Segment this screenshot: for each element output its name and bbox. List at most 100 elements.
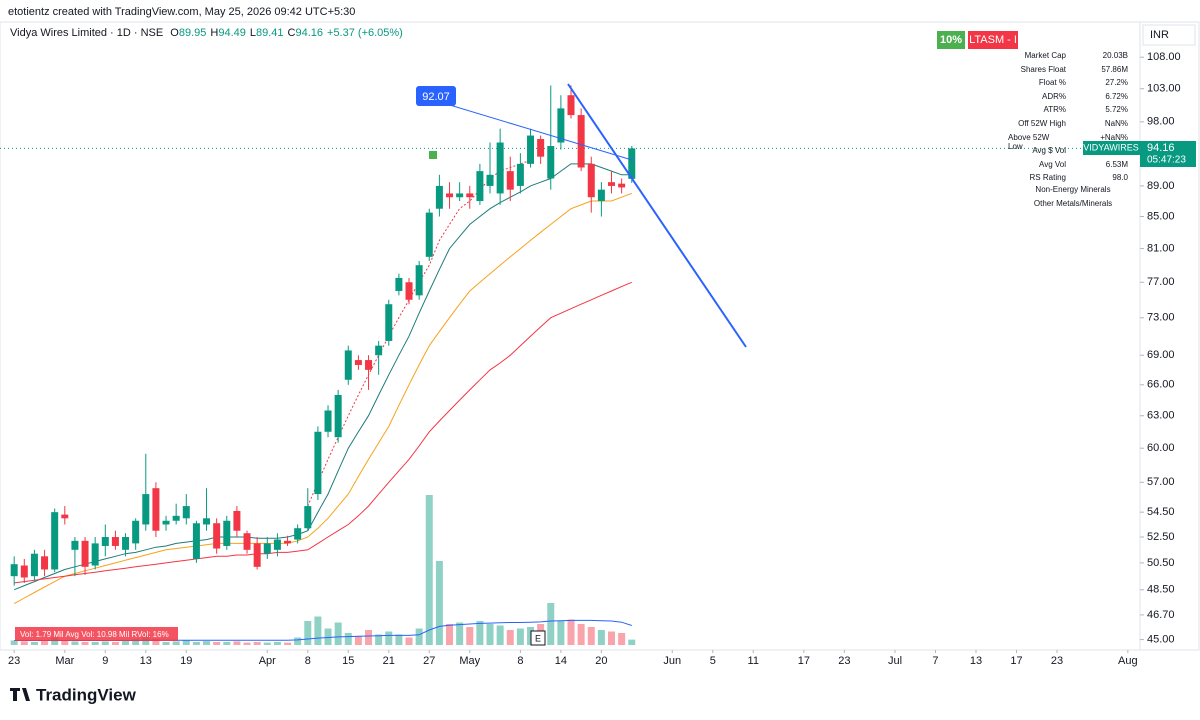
candle-body	[172, 515, 180, 521]
stat-label: RS Rating	[1029, 173, 1066, 183]
candle-body	[385, 304, 393, 341]
stat-row: Avg $ Vol	[1008, 146, 1128, 158]
volume-bar	[506, 630, 514, 645]
x-tick-label: 23	[1051, 655, 1063, 667]
candle-body	[577, 115, 585, 168]
candle-body	[456, 193, 464, 198]
volume-bar	[618, 633, 626, 645]
x-tick-label: 19	[180, 655, 192, 667]
volume-bar	[111, 642, 119, 645]
volume-bar	[203, 641, 211, 645]
candle-body	[476, 171, 484, 202]
candle-body	[243, 533, 251, 550]
volume-bar	[324, 628, 332, 645]
y-tick-label: 73.00	[1147, 312, 1175, 324]
x-tick-label: 5	[710, 655, 716, 667]
y-tick-label: 89.00	[1147, 180, 1175, 192]
badge	[968, 31, 1018, 49]
volume-bar	[263, 642, 271, 645]
candle-body	[365, 360, 373, 370]
volume-bar	[354, 636, 362, 645]
candle-body	[324, 410, 332, 432]
candle-body	[587, 163, 595, 198]
volume-bar	[304, 621, 312, 645]
candle-body	[486, 174, 494, 186]
volume-bar	[101, 641, 109, 645]
volume-bar	[547, 603, 555, 645]
volume-bar	[577, 624, 585, 645]
candle-body	[284, 540, 292, 544]
stat-value: +NaN%	[1100, 132, 1128, 142]
volume-bar	[456, 622, 464, 645]
x-tick-label: 21	[383, 655, 395, 667]
x-tick-label: 15	[342, 655, 354, 667]
candle-body	[425, 212, 433, 257]
candle-body	[435, 185, 443, 209]
x-tick-label: Mar	[55, 655, 74, 667]
candle-body	[628, 148, 636, 179]
x-tick-label: 9	[102, 655, 108, 667]
candle-body	[223, 520, 231, 546]
volume-bar	[273, 642, 281, 645]
candle-body	[608, 182, 616, 186]
candle-body	[71, 540, 79, 550]
candle-body	[415, 265, 423, 296]
volume-bar	[385, 631, 393, 645]
stat-label: Market Cap	[1024, 51, 1066, 60]
stat-label: Above 52W Low	[1008, 132, 1050, 151]
badge-label: LTASM - I	[969, 34, 1017, 46]
moving-average	[14, 281, 632, 584]
x-tick-label: Aug	[1118, 655, 1138, 667]
candle-body	[405, 282, 413, 300]
currency-box	[1142, 24, 1196, 46]
y-tick-label: 52.50	[1147, 531, 1175, 543]
volume-bar	[415, 628, 423, 645]
x-tick-label: May	[459, 655, 480, 667]
y-tick-label: 57.00	[1147, 476, 1175, 488]
volume-bar	[10, 640, 18, 645]
candle-body	[375, 345, 383, 356]
stat-label: ADR%	[1041, 91, 1066, 101]
volume-bar	[41, 641, 49, 645]
volume-bar	[192, 642, 200, 645]
y-tick-label: 81.00	[1147, 242, 1175, 254]
moving-average	[307, 159, 531, 507]
trend-line	[567, 83, 747, 348]
y-tick-label: 48.50	[1147, 584, 1175, 596]
moving-average	[13, 192, 632, 605]
volume-bar	[486, 624, 494, 645]
ohlc-value: 89.95	[178, 27, 207, 39]
stat-value: 6.53M	[1105, 159, 1128, 169]
x-tick-label: 27	[423, 655, 435, 667]
candle-body	[152, 488, 160, 531]
volume-bar	[91, 642, 99, 645]
x-tick-label: 14	[555, 655, 567, 667]
volume-bar	[516, 628, 524, 645]
badge	[937, 31, 965, 49]
y-tick-label: 77.00	[1147, 276, 1175, 288]
volume-bar	[446, 624, 454, 645]
signal-marker	[429, 151, 437, 159]
volume-bar	[223, 642, 231, 645]
candle-body	[304, 506, 312, 529]
stat-label: Shares Float	[1020, 64, 1066, 74]
ohlc-value: 94.49	[218, 27, 246, 39]
callout-box	[416, 86, 456, 106]
volume-bar	[608, 631, 616, 645]
y-tick-label: 66.00	[1147, 379, 1175, 391]
volume-bar	[334, 622, 342, 645]
ohlc-value: 94.16	[295, 27, 324, 39]
volume-bar	[466, 627, 474, 645]
stat-label: Avg $ Vol	[1032, 146, 1066, 156]
candle-body	[203, 518, 211, 525]
candle-body	[557, 108, 565, 143]
volume-bar	[587, 627, 595, 645]
stat-row: ATR% 5.72%	[1008, 105, 1128, 117]
volume-bar	[81, 642, 89, 645]
volume-bar	[425, 495, 433, 645]
symbol-line: Vidya Wires Limited · 1D · NSE O89.95 H94…	[10, 27, 403, 39]
candle-body	[263, 543, 271, 554]
candle-body	[111, 537, 119, 546]
